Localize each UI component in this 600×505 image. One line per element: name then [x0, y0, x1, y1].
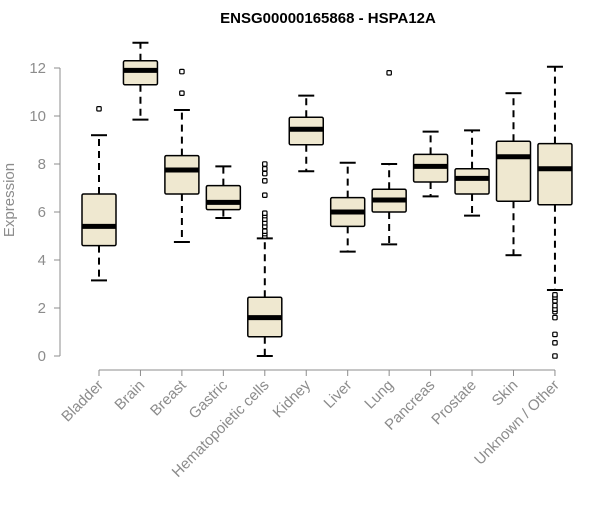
outlier-point — [262, 192, 268, 199]
y-tick-label: 4 — [38, 252, 46, 269]
outlier-point — [179, 68, 185, 75]
box-breast — [164, 154, 200, 195]
category-label-kidney: Kidney — [270, 376, 315, 421]
outlier-point — [179, 90, 185, 97]
outlier-point — [96, 105, 102, 112]
box-bladder — [81, 193, 117, 247]
outlier-point — [262, 161, 268, 167]
chart-title: ENSG00000165868 - HSPA12A — [220, 10, 436, 27]
outlier-point — [552, 340, 558, 346]
y-tick-label: 2 — [38, 300, 46, 317]
box-gastric — [205, 184, 242, 211]
outlier-point — [552, 331, 558, 338]
category-label-prostate: Prostate — [428, 377, 480, 429]
outlier-point — [262, 178, 268, 184]
y-tick-label: 0 — [38, 348, 46, 365]
y-tick-label: 12 — [29, 60, 46, 77]
category-label-bladder: Bladder — [58, 377, 107, 426]
box-unknown-other — [537, 142, 573, 206]
outlier-point — [262, 170, 268, 177]
category-label-lung: Lung — [361, 377, 397, 413]
category-label-brain: Brain — [111, 377, 148, 414]
outlier-point — [386, 69, 392, 76]
outlier-point — [262, 210, 268, 217]
outlier-point — [262, 228, 268, 235]
category-label-breast: Breast — [147, 376, 190, 419]
outlier-point — [552, 302, 558, 309]
y-axis-title: Expression — [1, 163, 18, 237]
category-label-skin: Skin — [489, 377, 522, 410]
outlier-point — [552, 353, 558, 359]
outlier-point — [262, 166, 268, 172]
y-tick-label: 6 — [38, 204, 46, 221]
box-prostate — [454, 168, 490, 195]
box-skin — [495, 140, 532, 202]
outlier-point — [552, 314, 558, 321]
y-tick-label: 10 — [29, 108, 46, 125]
y-tick-label: 8 — [38, 156, 46, 173]
outlier-point — [552, 292, 558, 298]
category-label-liver: Liver — [321, 377, 356, 412]
